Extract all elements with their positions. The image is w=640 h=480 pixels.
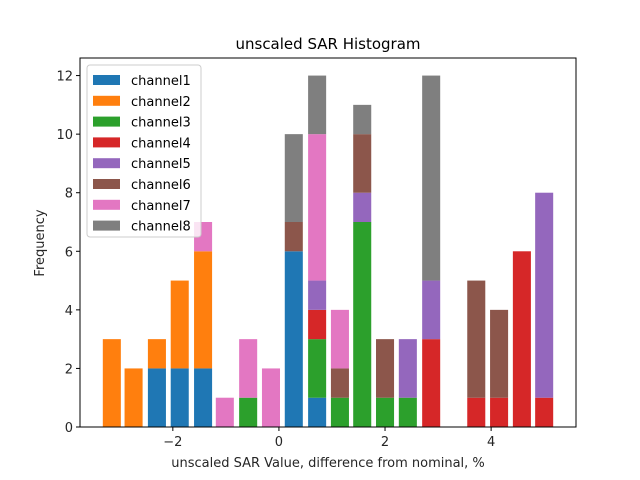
bar-channel4-bin-15 — [467, 397, 486, 427]
bar-channel1-bin-4 — [194, 368, 213, 427]
bar-channel7-bin-6 — [239, 339, 258, 398]
x-tick-label: 2 — [381, 435, 389, 450]
legend-swatch-channel8 — [93, 220, 120, 231]
legend-swatch-channel5 — [93, 158, 120, 169]
legend-swatch-channel1 — [93, 75, 120, 85]
x-tick-label: −2 — [163, 435, 182, 450]
y-tick-label: 4 — [65, 304, 73, 319]
bar-channel7-bin-9 — [308, 134, 327, 281]
x-tick-label: 0 — [275, 435, 283, 450]
bar-channel6-bin-15 — [467, 280, 486, 398]
legend-label-channel7: channel7 — [131, 199, 191, 214]
bar-channel4-bin-18 — [535, 397, 554, 427]
bar-channel8-bin-9 — [308, 75, 327, 135]
y-tick-label: 6 — [65, 245, 73, 260]
legend-label-channel4: channel4 — [131, 136, 191, 151]
bar-channel6-bin-11 — [353, 134, 372, 193]
axes-frame — [79, 57, 577, 428]
bar-channel5-bin-13 — [398, 339, 417, 398]
bar-channel7-bin-5 — [215, 397, 234, 427]
y-tick-label: 12 — [56, 70, 73, 85]
bar-channel6-bin-10 — [330, 368, 349, 398]
plot-border — [79, 57, 577, 428]
bar-channel3-bin-13 — [398, 397, 417, 427]
bar-channel5-bin-11 — [353, 192, 372, 222]
bar-channel4-bin-14 — [422, 339, 441, 427]
y-tick-label: 8 — [65, 187, 73, 202]
bar-channel7-bin-7 — [261, 368, 280, 427]
bar-channel3-bin-6 — [239, 397, 258, 427]
bar-channel7-bin-10 — [330, 309, 349, 369]
bar-channel6-bin-16 — [490, 309, 509, 398]
bar-channel2-bin-1 — [124, 368, 143, 427]
bar-channel8-bin-11 — [353, 104, 372, 135]
legend-label-channel6: channel6 — [131, 178, 191, 193]
legend-box — [86, 64, 202, 238]
legend-swatch-channel6 — [93, 179, 120, 189]
bar-channel6-bin-8 — [284, 222, 303, 252]
x-tick-label: 4 — [487, 435, 495, 450]
y-tick-label: 0 — [65, 421, 73, 436]
bar-channel5-bin-9 — [308, 280, 327, 310]
y-axis-ticks: 0 2 4 6 8 10 12 — [56, 70, 80, 436]
legend-label-channel3: channel3 — [131, 116, 191, 131]
y-axis-label: Frequency — [33, 209, 48, 276]
bar-channel4-bin-17 — [512, 251, 531, 427]
x-axis-label: unscaled SAR Value, difference from nomi… — [171, 456, 485, 471]
x-axis-ticks: −2 0 2 4 — [163, 427, 495, 450]
chart-title: unscaled SAR Histogram — [235, 35, 420, 53]
bar-channel6-bin-12 — [376, 339, 395, 398]
legend-label-channel2: channel2 — [131, 95, 191, 110]
bar-channel1-bin-9 — [308, 397, 327, 427]
legend-swatch-channel4 — [93, 137, 120, 148]
bars-layer — [102, 75, 554, 427]
y-tick-label: 2 — [65, 362, 73, 377]
bar-channel8-bin-8 — [284, 134, 303, 222]
bar-channel2-bin-2 — [147, 339, 166, 369]
legend-label-channel8: channel8 — [131, 220, 191, 235]
bar-channel3-bin-10 — [330, 397, 349, 427]
bar-channel5-bin-18 — [535, 192, 554, 398]
bar-channel1-bin-2 — [147, 368, 166, 427]
bar-channel1-bin-8 — [284, 251, 303, 427]
bar-channel1-bin-3 — [170, 368, 189, 427]
legend-label-channel5: channel5 — [131, 157, 191, 172]
legend-swatch-channel2 — [93, 95, 120, 106]
legend-label-channel1: channel1 — [131, 74, 191, 89]
legend-swatch-channel3 — [93, 116, 120, 127]
bar-channel5-bin-14 — [422, 280, 441, 340]
bar-channel3-bin-9 — [308, 339, 327, 398]
y-tick-label: 10 — [56, 128, 73, 143]
bar-channel2-bin-0 — [102, 339, 121, 427]
bar-channel3-bin-11 — [353, 222, 372, 427]
bar-channel3-bin-12 — [376, 397, 395, 427]
bar-channel4-bin-9 — [308, 309, 327, 340]
bar-channel4-bin-16 — [490, 397, 509, 427]
legend: channel1 channel2 channel3 channel4 channel5… — [86, 64, 202, 238]
bar-channel2-bin-3 — [170, 280, 189, 369]
legend-swatch-channel7 — [93, 199, 120, 210]
bar-channel2-bin-4 — [194, 251, 213, 369]
bar-channel8-bin-14 — [422, 75, 441, 281]
